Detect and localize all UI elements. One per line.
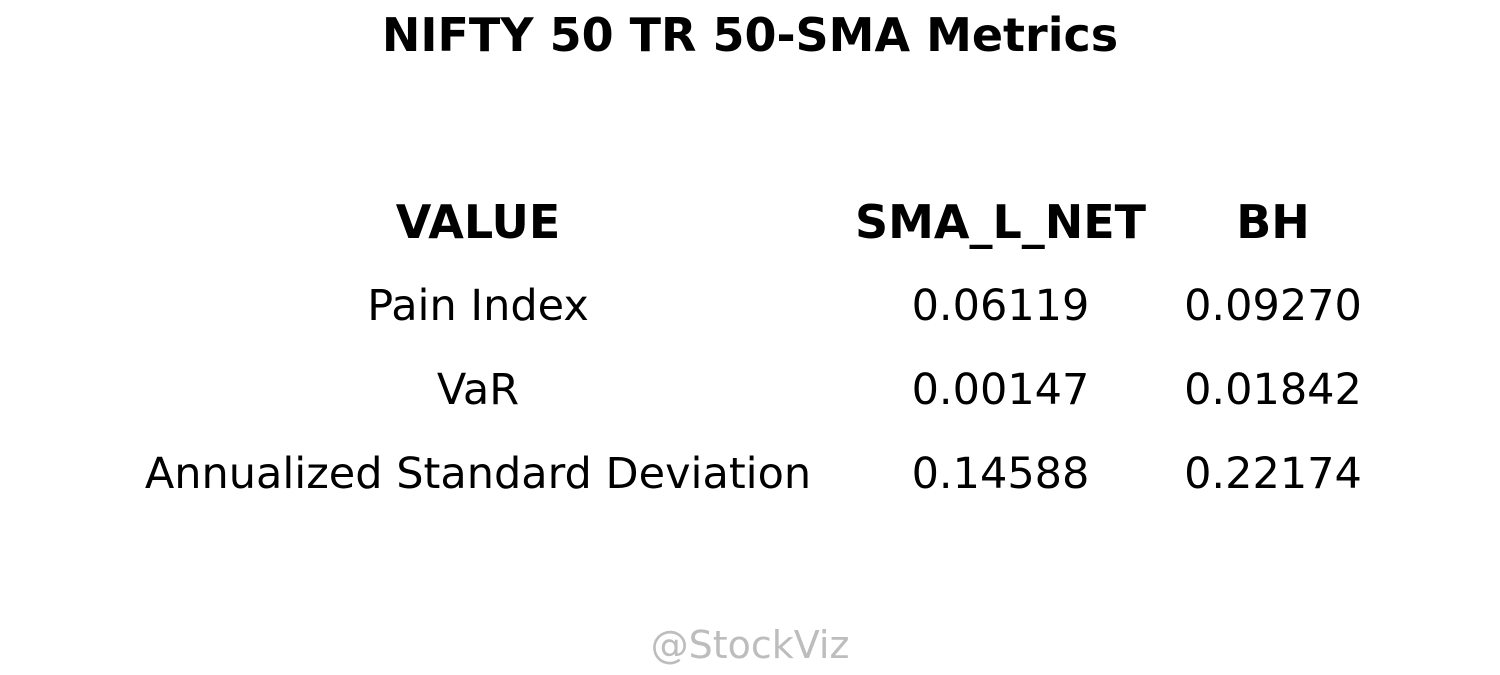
table-header: VALUE SMA_L_NET BH [128,180,1373,264]
column-header-sma-l-net: SMA_L_NET [854,195,1147,249]
row-label: Annualized Standard Deviation [144,449,812,499]
watermark: @StockViz [650,623,850,667]
table-body: Pain Index 0.06119 0.09270 VaR 0.00147 0… [128,264,1373,516]
table-row: VaR 0.00147 0.01842 [128,348,1373,432]
column-header-value: VALUE [395,195,561,249]
chart-title: NIFTY 50 TR 50-SMA Metrics [381,8,1119,62]
metrics-table: VALUE SMA_L_NET BH Pain Index 0.06119 0.… [128,180,1373,516]
table-row: Pain Index 0.06119 0.09270 [128,264,1373,348]
cell-bh: 0.22174 [1184,449,1362,499]
table-row: Annualized Standard Deviation 0.14588 0.… [128,432,1373,516]
column-header-bh: BH [1236,195,1310,249]
row-label: Pain Index [367,281,589,331]
cell-sma-l-net: 0.06119 [911,281,1090,331]
cell-sma-l-net: 0.14588 [911,449,1090,499]
cell-bh: 0.01842 [1184,365,1362,415]
cell-sma-l-net: 0.00147 [911,365,1090,415]
header-row: VALUE SMA_L_NET BH [128,180,1373,264]
row-label: VaR [436,365,520,415]
cell-bh: 0.09270 [1184,281,1362,331]
